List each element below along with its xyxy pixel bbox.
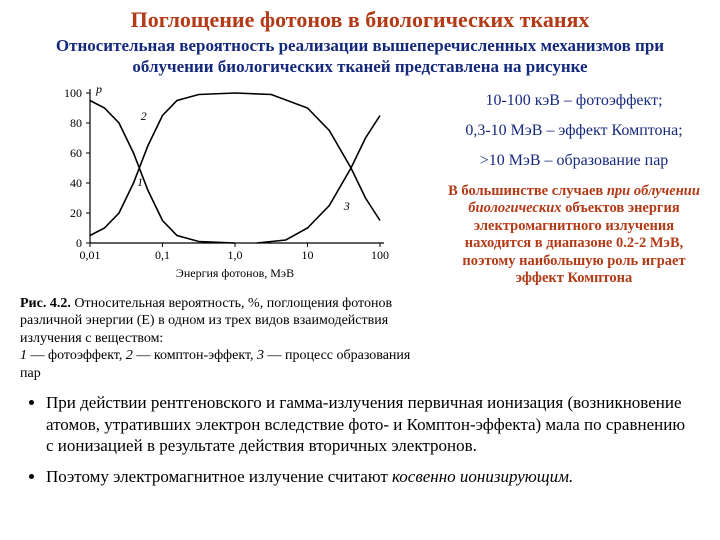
range-compton: 0,3-10 МэВ – эффект Комптона; xyxy=(438,121,710,141)
svg-text:100: 100 xyxy=(371,248,389,262)
side-block: 10-100 кэВ – фотоэффект; 0,3-10 МэВ – эф… xyxy=(430,83,710,385)
probability-chart: 020406080100p0,010,11,010100Энергия фото… xyxy=(10,83,410,293)
svg-text:100: 100 xyxy=(64,86,82,100)
svg-text:0,01: 0,01 xyxy=(80,248,101,262)
svg-text:20: 20 xyxy=(70,206,82,220)
side-note: В большинстве случаев при облучении биол… xyxy=(438,181,710,287)
svg-text:1: 1 xyxy=(137,175,143,189)
svg-text:1,0: 1,0 xyxy=(228,248,243,262)
cap-i3: 3 xyxy=(257,348,264,363)
content-row: 020406080100p0,010,11,010100Энергия фото… xyxy=(0,81,720,385)
svg-text:40: 40 xyxy=(70,176,82,190)
page-title: Поглощение фотонов в биологических тканя… xyxy=(0,0,720,32)
svg-text:p: p xyxy=(95,83,102,96)
fig-label: Рис. 4.2. xyxy=(20,296,71,311)
range-photoeffect: 10-100 кэВ – фотоэффект; xyxy=(438,91,710,111)
figure-caption: Рис. 4.2. Относительная вероятность, %, … xyxy=(10,293,430,385)
range-pair: >10 МэВ – образование пар xyxy=(438,151,710,171)
cap-i1: 1 xyxy=(20,348,27,363)
cap-t2: — комптон-эффект, xyxy=(133,348,257,363)
svg-text:60: 60 xyxy=(70,146,82,160)
svg-text:3: 3 xyxy=(343,199,350,213)
svg-text:2: 2 xyxy=(141,109,147,123)
bottom-paragraphs: При действии рентгеновского и гамма-излу… xyxy=(0,384,720,487)
svg-text:Энергия фотонов, МэВ: Энергия фотонов, МэВ xyxy=(176,266,294,280)
chart-block: 020406080100p0,010,11,010100Энергия фото… xyxy=(10,83,430,385)
page-subtitle: Относительная вероятность реализации выш… xyxy=(0,32,720,81)
cap-t1: — фотоэффект, xyxy=(27,348,126,363)
caption-line1: Относительная вероятность, %, поглощения… xyxy=(20,296,392,346)
svg-text:80: 80 xyxy=(70,116,82,130)
bullet-1: При действии рентгеновского и гамма-излу… xyxy=(46,392,690,456)
cap-i2: 2 xyxy=(126,348,133,363)
svg-text:0,1: 0,1 xyxy=(155,248,170,262)
bullet-2: Поэтому электромагнитное излучение счита… xyxy=(46,466,690,487)
svg-text:10: 10 xyxy=(302,248,314,262)
note-a: В большинстве случаев xyxy=(448,183,607,199)
